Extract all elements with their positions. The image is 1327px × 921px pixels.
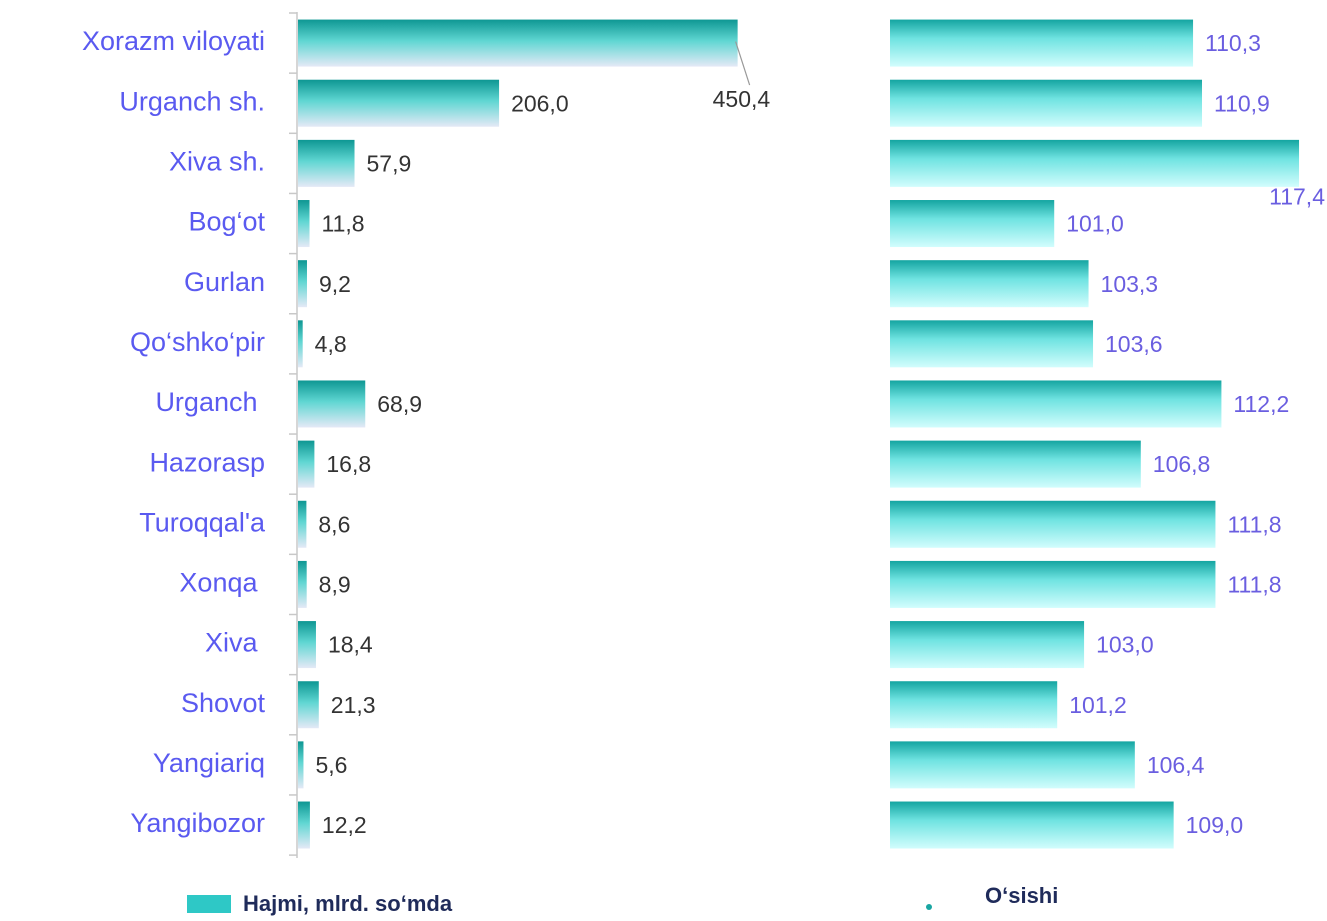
category-label: Yangibozor (130, 808, 265, 838)
category-label: Shovot (181, 688, 266, 718)
category-label: Gurlan (184, 267, 265, 297)
category-label: Bog‘ot (188, 207, 265, 237)
bar (298, 621, 316, 669)
category-label: Urganch sh. (119, 86, 265, 116)
data-label: 11,8 (322, 211, 365, 237)
bar (890, 741, 1135, 789)
legend-label: Hajmi, mlrd. so‘mda (243, 891, 453, 916)
bar (298, 801, 310, 849)
bar (298, 681, 319, 729)
category-label: Turoqqal'a (139, 507, 266, 537)
bar (890, 681, 1058, 729)
data-label: 112,2 (1233, 391, 1289, 417)
data-label: 68,9 (377, 391, 422, 417)
data-label: 8,6 (318, 511, 350, 537)
bar (890, 139, 1300, 187)
legend-label: O‘sishi (985, 883, 1058, 908)
bar (298, 440, 315, 488)
legend-swatch (187, 895, 231, 913)
data-label: 4,8 (315, 331, 347, 357)
data-label: 5,6 (315, 752, 347, 778)
data-label: 103,0 (1096, 632, 1154, 658)
data-label: 101,2 (1069, 692, 1127, 718)
data-label: 111,8 (1227, 511, 1281, 537)
data-label: 12,2 (322, 812, 367, 838)
category-label: Xorazm viloyati (82, 26, 265, 56)
bar (298, 560, 307, 608)
category-label: Qo‘shko‘pir (130, 327, 265, 357)
data-label: 110,9 (1214, 90, 1270, 116)
data-label: 110,3 (1205, 30, 1261, 56)
bar (298, 380, 366, 428)
data-label: 18,4 (328, 632, 373, 658)
category-label: Yangiariq (153, 748, 265, 778)
bar (298, 139, 355, 187)
data-label: 103,6 (1105, 331, 1163, 357)
data-label: 106,8 (1153, 451, 1211, 477)
bar (298, 19, 738, 67)
data-label: 21,3 (331, 692, 376, 718)
category-label: Xonqa (179, 568, 265, 598)
data-label: 8,9 (319, 572, 351, 598)
bar (298, 320, 303, 368)
bar (298, 200, 310, 248)
bar (890, 440, 1141, 488)
data-label: 111,8 (1227, 572, 1281, 598)
legend-swatch (926, 904, 932, 910)
bar (298, 260, 307, 308)
bar (298, 741, 304, 789)
bar (890, 801, 1174, 849)
bar (890, 621, 1085, 669)
data-label: 106,4 (1147, 752, 1205, 778)
bar (890, 500, 1216, 548)
leader-line (735, 41, 751, 86)
data-label: 206,0 (511, 90, 569, 116)
data-label: 109,0 (1186, 812, 1244, 838)
bar (890, 260, 1089, 308)
bar (298, 500, 307, 548)
data-label: 9,2 (319, 271, 351, 297)
category-label: Xiva sh. (169, 147, 265, 177)
bar (890, 320, 1094, 368)
category-label: Urganch (155, 387, 265, 417)
data-label: 103,3 (1101, 271, 1159, 297)
data-label: 16,8 (326, 451, 371, 477)
category-label: Xiva (205, 628, 265, 658)
bar (890, 19, 1194, 67)
category-label: Hazorasp (149, 447, 265, 477)
data-label: 101,0 (1066, 211, 1124, 237)
data-label: 450,4 (713, 86, 771, 112)
bar (890, 200, 1055, 248)
bar (890, 560, 1216, 608)
data-label: 57,9 (367, 150, 412, 176)
bar (890, 79, 1203, 127)
bar (298, 79, 500, 127)
data-label: 117,4 (1269, 183, 1325, 209)
bar (890, 380, 1222, 428)
